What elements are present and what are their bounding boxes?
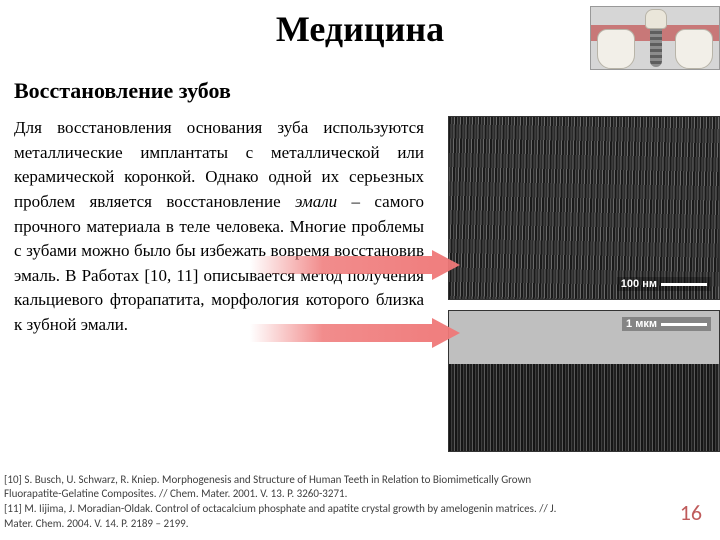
- implant-crown: [645, 9, 667, 29]
- scale-label: 100 нм: [621, 278, 657, 290]
- scale-bar-top: 100 нм: [617, 277, 711, 291]
- section-subtitle: Восстановление зубов: [14, 78, 231, 104]
- scale-bar-line: [661, 323, 707, 326]
- slide: Медицина Восстановление зубов Для восста…: [0, 0, 720, 540]
- references-block: [10] S. Busch, U. Schwarz, R. Kniep. Mor…: [4, 473, 564, 532]
- arrow-to-sem-bottom: [250, 318, 460, 348]
- reference-11: [11] M. Iijima, J. Moradian-Oldak. Contr…: [4, 502, 564, 532]
- sem-image-bottom: 1 мкм: [448, 310, 720, 452]
- body-paragraph: Для восстановления основания зуба исполь…: [14, 116, 424, 338]
- implant: [645, 9, 667, 67]
- arrow-to-sem-top: [250, 250, 460, 280]
- arrow-head-icon: [432, 250, 460, 280]
- scale-bar-line: [661, 283, 707, 286]
- tooth-right: [675, 29, 713, 69]
- sem-image-top: 100 нм: [448, 116, 720, 300]
- page-number: 16: [680, 499, 702, 526]
- dental-implant-image: [590, 6, 720, 70]
- scale-bar-bottom: 1 мкм: [622, 317, 711, 331]
- scale-label: 1 мкм: [626, 318, 657, 330]
- arrow-shaft: [250, 324, 432, 342]
- arrow-head-icon: [432, 318, 460, 348]
- implant-screw: [650, 29, 662, 67]
- reference-10: [10] S. Busch, U. Schwarz, R. Kniep. Mor…: [4, 473, 564, 503]
- tooth-left: [597, 29, 635, 69]
- arrow-shaft: [250, 256, 432, 274]
